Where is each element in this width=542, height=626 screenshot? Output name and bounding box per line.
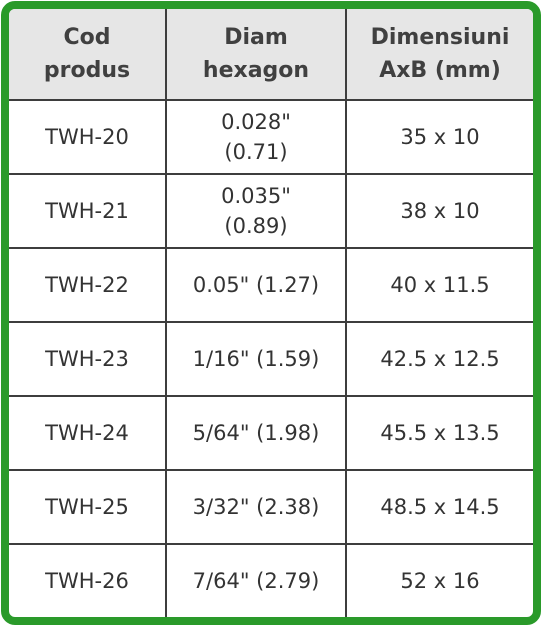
table-row: TWH-22 0.05" (1.27) 40 x 11.5 xyxy=(9,247,533,323)
table-row: TWH-20 0.028" (0.71) 35 x 10 xyxy=(9,99,533,175)
table-cell: 42.5 x 12.5 xyxy=(345,321,533,397)
header-row: Cod produs Diam hexagon Dimensiuni AxB (mm… xyxy=(9,9,533,101)
header-cell: Diam hexagon xyxy=(165,9,347,101)
table-cell: 48.5 x 14.5 xyxy=(345,469,533,545)
table-cell: TWH-24 xyxy=(9,395,167,471)
table-cell: 0.05" (1.27) xyxy=(165,247,347,323)
table-cell: 0.035" (0.89) xyxy=(165,173,347,249)
table-cell: TWH-21 xyxy=(9,173,167,249)
table-cell: 5/64" (1.98) xyxy=(165,395,347,471)
table-cell: 45.5 x 13.5 xyxy=(345,395,533,471)
table-row: TWH-24 5/64" (1.98) 45.5 x 13.5 xyxy=(9,395,533,471)
table-cell: TWH-22 xyxy=(9,247,167,323)
header-cell: Cod produs xyxy=(9,9,167,101)
product-table: Cod produs Diam hexagon Dimensiuni AxB (mm… xyxy=(9,9,533,617)
table-cell: TWH-26 xyxy=(9,543,167,617)
table-cell: 3/32" (2.38) xyxy=(165,469,347,545)
table-cell: 38 x 10 xyxy=(345,173,533,249)
table-row: TWH-23 1/16" (1.59) 42.5 x 12.5 xyxy=(9,321,533,397)
table-cell: 0.028" (0.71) xyxy=(165,99,347,175)
header-cell: Dimensiuni AxB (mm) xyxy=(345,9,533,101)
table-cell: 1/16" (1.59) xyxy=(165,321,347,397)
table-row: TWH-21 0.035" (0.89) 38 x 10 xyxy=(9,173,533,249)
table-cell: 7/64" (2.79) xyxy=(165,543,347,617)
table-cell: TWH-25 xyxy=(9,469,167,545)
table-cell: 35 x 10 xyxy=(345,99,533,175)
table-cell: TWH-23 xyxy=(9,321,167,397)
table-row: TWH-26 7/64" (2.79) 52 x 16 xyxy=(9,543,533,617)
table-cell: 52 x 16 xyxy=(345,543,533,617)
table-cell: TWH-20 xyxy=(9,99,167,175)
table-body: TWH-20 0.028" (0.71) 35 x 10 TWH-21 0.035" (… xyxy=(9,99,533,617)
table-cell: 40 x 11.5 xyxy=(345,247,533,323)
table-row: TWH-25 3/32" (2.38) 48.5 x 14.5 xyxy=(9,469,533,545)
